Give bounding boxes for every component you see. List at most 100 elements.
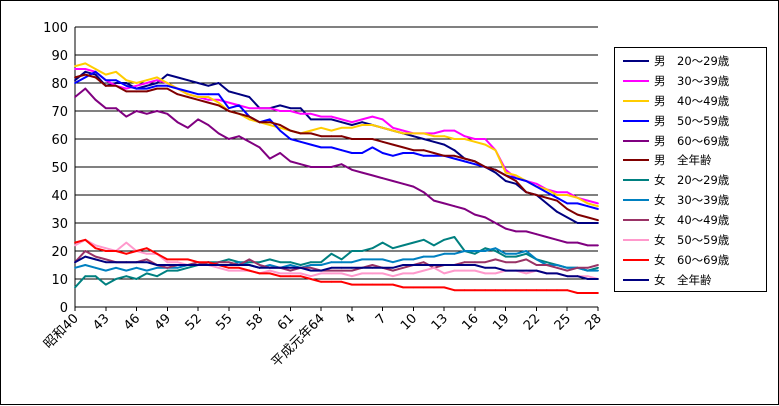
data-point-s1-17 (248, 107, 251, 110)
data-point-s5-41 (494, 168, 497, 171)
data-point-s7-40 (484, 250, 487, 252)
data-point-s6-35 (433, 244, 435, 247)
data-point-s8-48 (566, 269, 569, 272)
data-point-s0-9 (166, 73, 169, 76)
data-point-s5-50 (586, 216, 589, 219)
data-point-s1-27 (350, 121, 353, 124)
data-point-s4-28 (361, 171, 364, 174)
data-point-s2-39 (474, 140, 476, 143)
data-point-s7-27 (350, 261, 353, 264)
data-point-s5-4 (115, 84, 117, 87)
data-point-s10-44 (525, 289, 528, 292)
data-point-s5-30 (381, 140, 384, 143)
series-line-6 (74, 236, 599, 289)
series-line-11 (74, 255, 598, 280)
legend-item: 男 60～69歳 (615, 131, 766, 151)
data-point-s7-38 (463, 250, 466, 252)
data-point-s5-27 (350, 138, 353, 140)
data-point-s10-37 (453, 289, 456, 292)
data-point-s9-15 (227, 269, 230, 272)
data-point-s4-19 (268, 157, 271, 160)
data-point-s6-25 (330, 252, 333, 255)
data-point-s11-20 (279, 266, 281, 269)
data-point-s2-48 (566, 194, 569, 196)
data-point-s4-4 (115, 107, 117, 110)
data-point-s7-26 (340, 261, 343, 264)
data-point-s1-48 (566, 191, 569, 194)
data-point-s3-28 (361, 152, 364, 154)
data-point-s4-31 (392, 180, 394, 182)
data-point-s5-10 (176, 93, 179, 96)
data-point-s6-39 (474, 252, 476, 255)
data-point-s7-4 (115, 266, 117, 269)
data-point-s0-7 (145, 84, 148, 87)
data-point-s9-10 (176, 261, 179, 264)
legend-item: 男 20～29歳 (615, 51, 766, 71)
data-point-s0-4 (115, 82, 117, 84)
data-point-s8-2 (94, 255, 97, 258)
series-line-0 (74, 70, 598, 224)
series-line-4 (74, 87, 598, 247)
data-point-s3-21 (289, 138, 292, 140)
data-point-s3-5 (125, 84, 128, 87)
legend: 男 20～29歳男 30～39歳男 40～49歳男 50～59歳男 60～69歳… (614, 47, 767, 292)
data-point-s10-17 (248, 269, 251, 272)
x-tick-label-13: 16 (459, 311, 481, 333)
data-point-s3-49 (576, 202, 579, 205)
data-point-s5-7 (145, 90, 148, 93)
data-point-s10-47 (556, 289, 558, 292)
data-point-s0-35 (433, 140, 435, 143)
data-point-s2-37 (453, 138, 456, 140)
data-point-s11-28 (361, 266, 364, 269)
data-point-s10-45 (535, 289, 538, 292)
data-point-s8-27 (350, 269, 353, 272)
data-point-s6-8 (156, 275, 158, 278)
data-point-s2-2 (94, 68, 97, 70)
data-point-s2-8 (156, 76, 158, 79)
data-point-s5-28 (361, 138, 364, 140)
data-point-s0-28 (361, 121, 364, 124)
data-point-s6-44 (525, 252, 528, 255)
data-point-s3-7 (145, 87, 148, 90)
data-point-s5-40 (484, 166, 487, 168)
data-point-s0-16 (238, 93, 240, 96)
legend-label: 男 20～29歳 (654, 53, 730, 68)
data-point-s5-12 (197, 98, 199, 101)
data-point-s6-0 (74, 286, 76, 289)
data-point-s1-45 (535, 182, 538, 185)
data-point-s10-36 (443, 286, 446, 289)
data-point-s11-6 (135, 261, 138, 264)
data-point-s7-23 (309, 264, 312, 266)
data-point-s2-47 (556, 194, 558, 196)
data-point-s4-11 (186, 126, 189, 129)
x-tick-label-5: 55 (213, 311, 235, 333)
data-point-s0-42 (504, 180, 507, 182)
data-point-s9-7 (145, 252, 148, 255)
data-point-s4-15 (227, 138, 230, 140)
data-point-s4-3 (104, 107, 107, 110)
data-point-s6-9 (166, 269, 169, 272)
data-point-s9-21 (289, 272, 292, 275)
legend-swatch (623, 199, 649, 202)
series-line-8 (74, 250, 599, 272)
data-point-s7-35 (433, 255, 435, 258)
data-point-s5-34 (422, 149, 425, 152)
data-point-s4-44 (525, 230, 528, 233)
data-point-s0-15 (227, 90, 230, 93)
data-point-s8-23 (309, 266, 312, 269)
data-point-s8-41 (494, 258, 497, 261)
data-point-s10-3 (104, 250, 107, 252)
data-point-s4-42 (504, 227, 507, 230)
data-point-s3-43 (515, 177, 517, 180)
data-point-s3-0 (74, 82, 76, 84)
data-point-s11-24 (320, 269, 323, 272)
legend-swatch (623, 99, 649, 102)
data-point-s11-17 (248, 264, 251, 266)
data-point-s4-5 (125, 115, 128, 118)
data-point-s11-21 (289, 266, 292, 269)
data-point-s8-3 (104, 258, 107, 261)
data-point-s1-29 (371, 115, 374, 118)
data-point-s5-2 (94, 76, 97, 79)
legend-swatch (623, 179, 649, 182)
